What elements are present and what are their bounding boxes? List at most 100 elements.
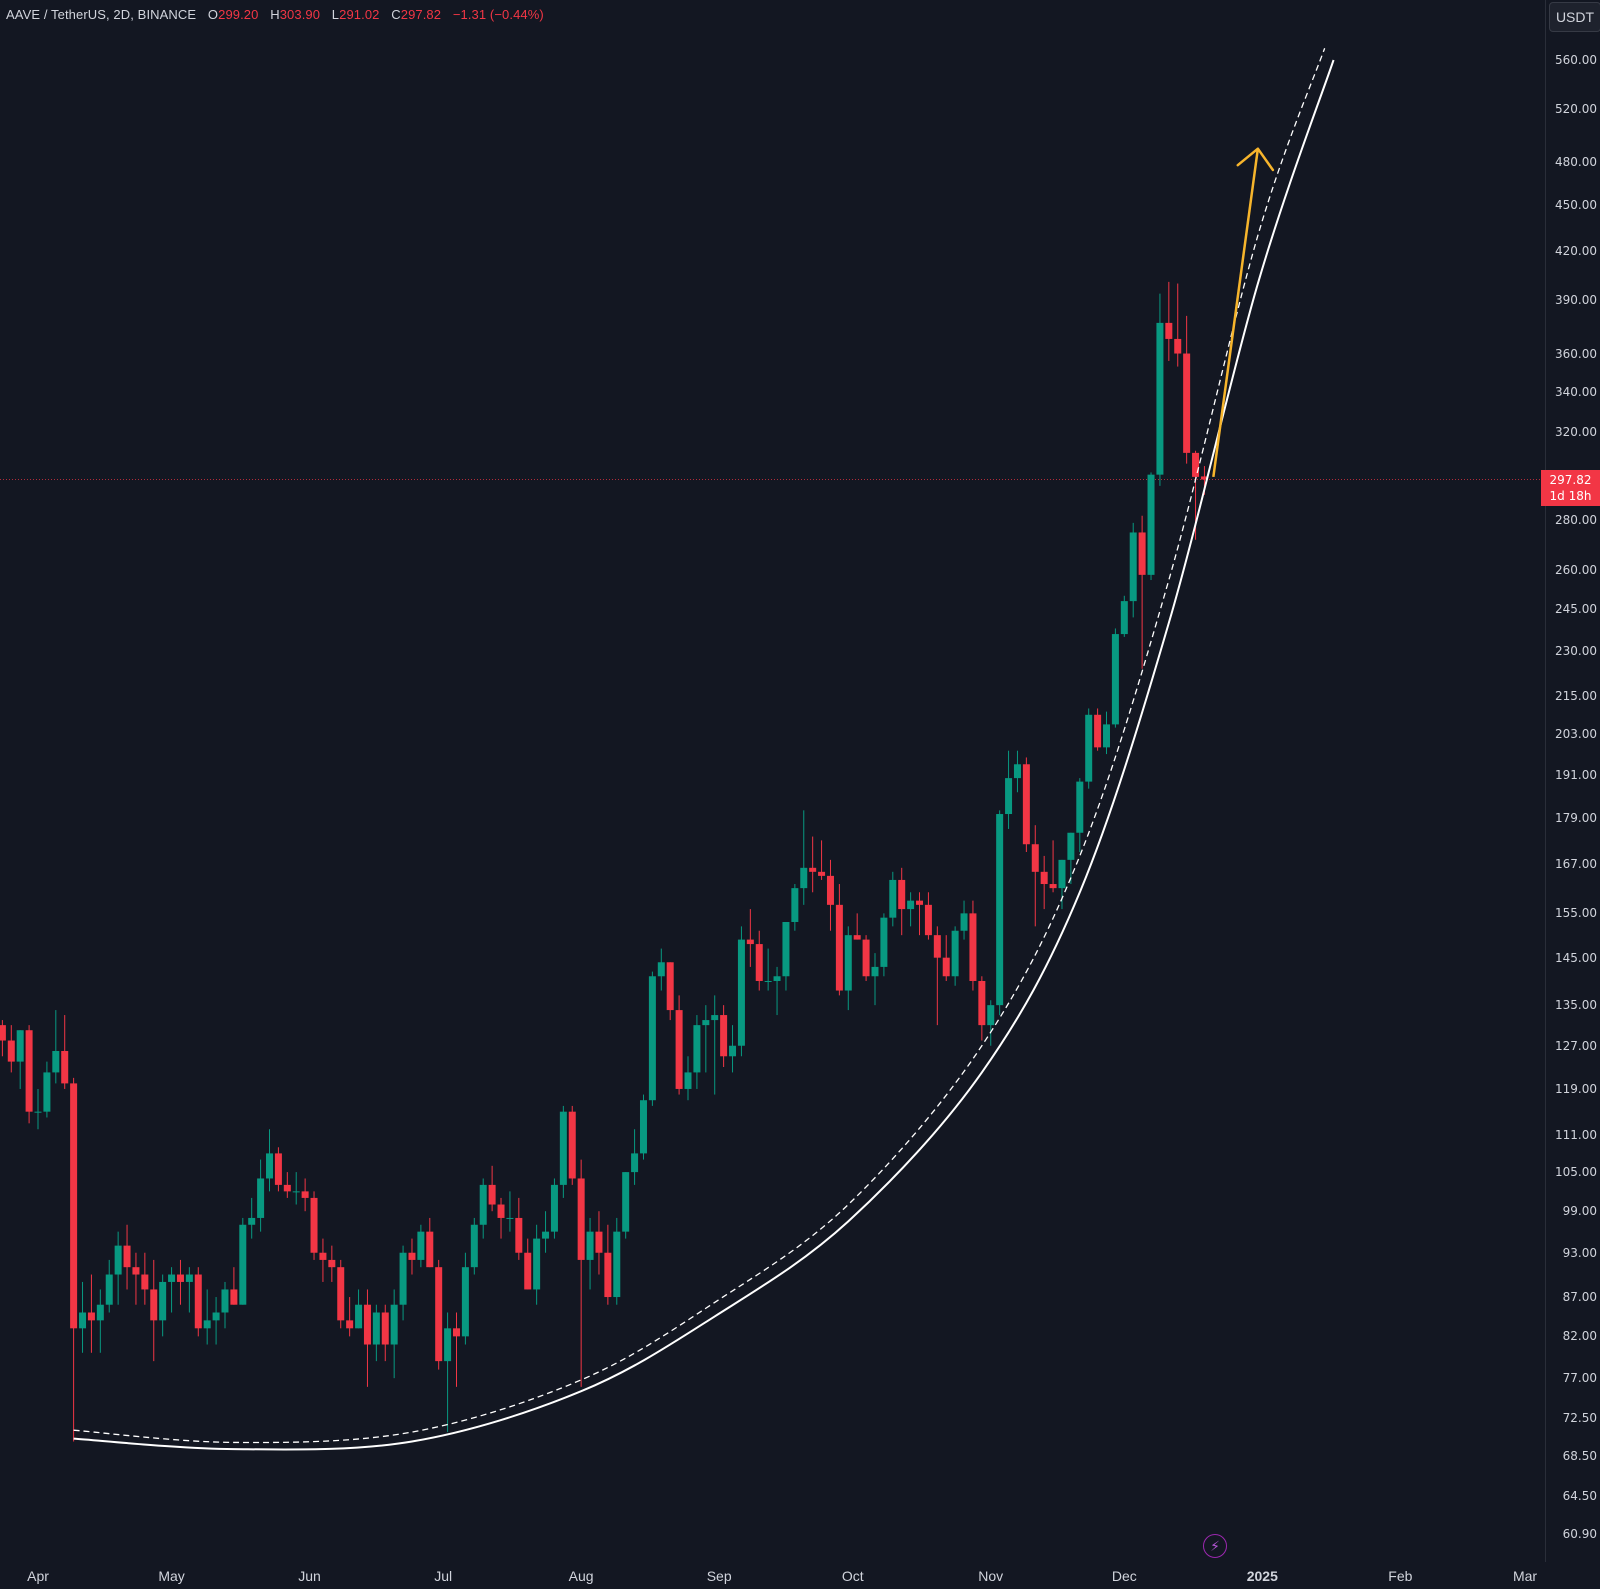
time-tick: Nov — [978, 1568, 1004, 1584]
candle-body — [515, 1217, 523, 1253]
candle-body — [105, 1274, 113, 1305]
candle-body — [248, 1217, 256, 1225]
target-arrow — [1212, 148, 1260, 478]
price-tick: 450.00 — [1555, 198, 1597, 213]
price-tick: 230.00 — [1555, 644, 1597, 659]
candle-body — [853, 935, 861, 940]
candle-body — [809, 867, 817, 872]
candle-body — [79, 1312, 87, 1329]
lightning-bolt-icon[interactable]: ⚡︎ — [1203, 1534, 1227, 1558]
price-tick: 60.90 — [1562, 1527, 1597, 1541]
candle-body — [1111, 634, 1119, 725]
candle-body — [355, 1304, 363, 1329]
candle-body — [1031, 844, 1039, 872]
candle-body — [497, 1204, 505, 1218]
candle-body — [70, 1083, 78, 1329]
candle-body — [533, 1238, 541, 1290]
time-tick: Sep — [706, 1568, 732, 1584]
candle-body — [452, 1328, 460, 1337]
low-label: L — [331, 7, 340, 22]
candle-body — [1005, 778, 1013, 815]
price-tick: 560.00 — [1555, 53, 1597, 67]
price-tick: 145.00 — [1555, 950, 1597, 965]
candle-body — [1085, 714, 1093, 782]
candle-body — [1076, 781, 1084, 833]
price-tick: 480.00 — [1555, 155, 1597, 170]
price-tick: 105.00 — [1555, 1165, 1597, 1180]
candle-body — [1183, 353, 1191, 453]
price-tick: 135.00 — [1555, 998, 1597, 1013]
symbol-legend: AAVE / TetherUS, 2D, BINANCE O299.20 H30… — [6, 7, 544, 22]
symbol-title[interactable]: AAVE / TetherUS, 2D, BINANCE — [6, 7, 197, 22]
candle-body — [631, 1153, 639, 1173]
candlestick-chart[interactable] — [0, 0, 1545, 1562]
time-tick: Mar — [1512, 1568, 1538, 1584]
target-arrow-head — [1236, 147, 1275, 172]
candle-body — [782, 921, 790, 977]
candle-body — [907, 900, 915, 910]
candle-body — [889, 879, 897, 918]
candle-body — [372, 1312, 380, 1345]
candle-body — [737, 939, 745, 1046]
time-tick: Feb — [1388, 1568, 1413, 1584]
candle-body — [657, 962, 665, 977]
candle-body — [25, 1030, 33, 1112]
candle-body — [862, 939, 870, 977]
candle-body — [274, 1153, 282, 1185]
candle-body — [257, 1178, 265, 1218]
price-tick: 203.00 — [1555, 727, 1597, 742]
candle-body — [1067, 832, 1075, 860]
candle-body — [639, 1100, 647, 1154]
price-tick: 245.00 — [1555, 602, 1597, 617]
candle-body — [194, 1274, 202, 1329]
candle-body — [292, 1191, 300, 1193]
candle-body — [916, 900, 924, 905]
candle-body — [426, 1231, 434, 1268]
price-tick: 167.00 — [1555, 856, 1597, 871]
price-tick: 340.00 — [1555, 384, 1597, 399]
price-tick: 360.00 — [1555, 346, 1597, 361]
candle-body — [150, 1289, 158, 1321]
time-tick: Oct — [841, 1568, 864, 1584]
candle-body — [542, 1231, 550, 1239]
candle-body — [43, 1072, 51, 1112]
candle-body — [417, 1231, 425, 1260]
time-tick: Jun — [298, 1568, 321, 1584]
candle-body — [1147, 474, 1155, 575]
parabolic-curve — [73, 59, 1335, 1451]
candle-body — [444, 1328, 452, 1362]
close-value: 297.82 — [400, 7, 442, 22]
candle-body — [800, 867, 808, 889]
price-tick: 520.00 — [1555, 102, 1597, 117]
candle-body — [141, 1274, 149, 1290]
candle-body — [221, 1289, 229, 1313]
candle-body — [924, 904, 932, 936]
chart-pane[interactable]: AAVE / TetherUS, 2D, BINANCE O299.20 H30… — [0, 0, 1545, 1562]
candle-body — [96, 1304, 104, 1321]
currency-button[interactable]: USDT — [1549, 2, 1600, 32]
price-scale[interactable]: USDT 560.00 520.00 480.00 450.00 420.00 390.0… — [1545, 0, 1600, 1562]
candle-body — [764, 980, 772, 982]
price-tick: 111.00 — [1555, 1128, 1597, 1143]
candle-body — [346, 1320, 354, 1329]
price-tick: 179.00 — [1555, 810, 1597, 825]
candle-body — [1094, 714, 1102, 748]
candle-body — [880, 917, 888, 967]
candle-body — [185, 1274, 193, 1282]
candle-body — [577, 1178, 585, 1260]
candle-body — [1040, 871, 1048, 885]
candle-body — [203, 1320, 211, 1329]
candle-body — [123, 1245, 131, 1268]
candle-body — [132, 1267, 140, 1275]
candle-body — [1192, 452, 1200, 477]
candle-body — [479, 1184, 487, 1225]
candle-body — [595, 1231, 603, 1253]
candle-body — [408, 1252, 416, 1260]
time-scale[interactable]: Apr May Jun Jul Aug Sep Oct Nov Dec 2025 Feb Mar — [0, 1562, 1545, 1589]
candle-body — [488, 1184, 496, 1205]
candle-body — [666, 962, 674, 1011]
candle-body — [987, 1005, 995, 1026]
candle-body — [960, 913, 968, 931]
candle-body — [239, 1224, 247, 1305]
candle-body — [622, 1172, 630, 1232]
